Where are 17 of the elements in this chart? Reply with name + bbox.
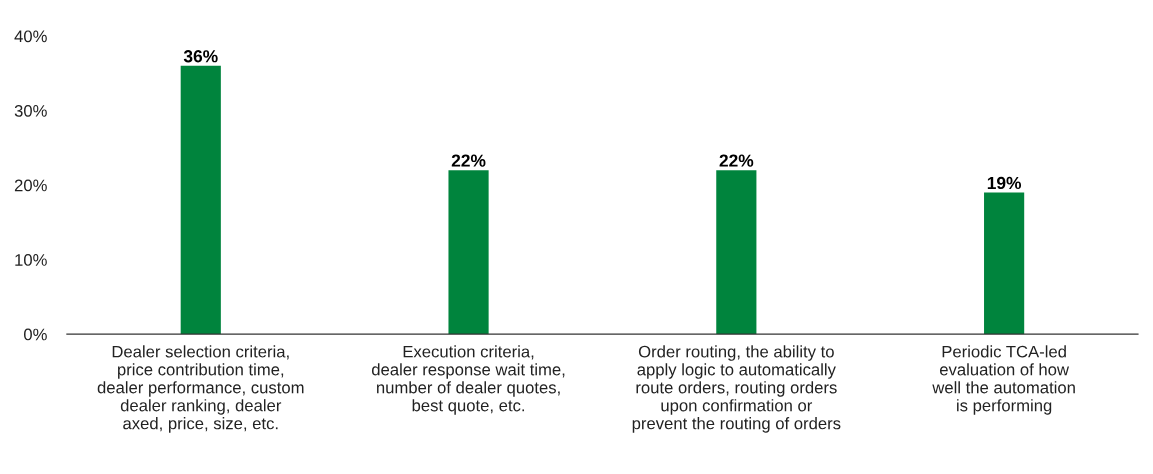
y-tick-label: 20% [14, 179, 47, 192]
data-label: 22% [451, 154, 486, 167]
bar [448, 170, 489, 335]
x-tick-label: Order routing, the ability to apply logic to automatically route orders, routing orders upon confirmation or prevent the routing of orders [632, 345, 841, 433]
y-tick-label: 30% [14, 104, 47, 117]
y-tick-label: 40% [14, 30, 47, 43]
bar [984, 192, 1025, 335]
x-tick-label: Periodic TCA-led evaluation of how well the automation is performing [932, 345, 1075, 415]
data-label: 36% [183, 50, 218, 63]
bar [180, 65, 221, 335]
y-tick-label: 0% [23, 328, 47, 341]
y-tick-label: 10% [15, 254, 47, 266]
x-tick-label: Dealer selection criteria, price contribution time, dealer performance, custom dealer ranking, dealer axed, price, size, etc. [97, 345, 304, 433]
bar [716, 170, 757, 335]
data-label: 19% [987, 176, 1022, 190]
x-tick-label: Execution criteria, dealer response wait time, number of dealer quotes, best quote, etc. [371, 345, 565, 415]
data-label: 22% [719, 154, 754, 167]
